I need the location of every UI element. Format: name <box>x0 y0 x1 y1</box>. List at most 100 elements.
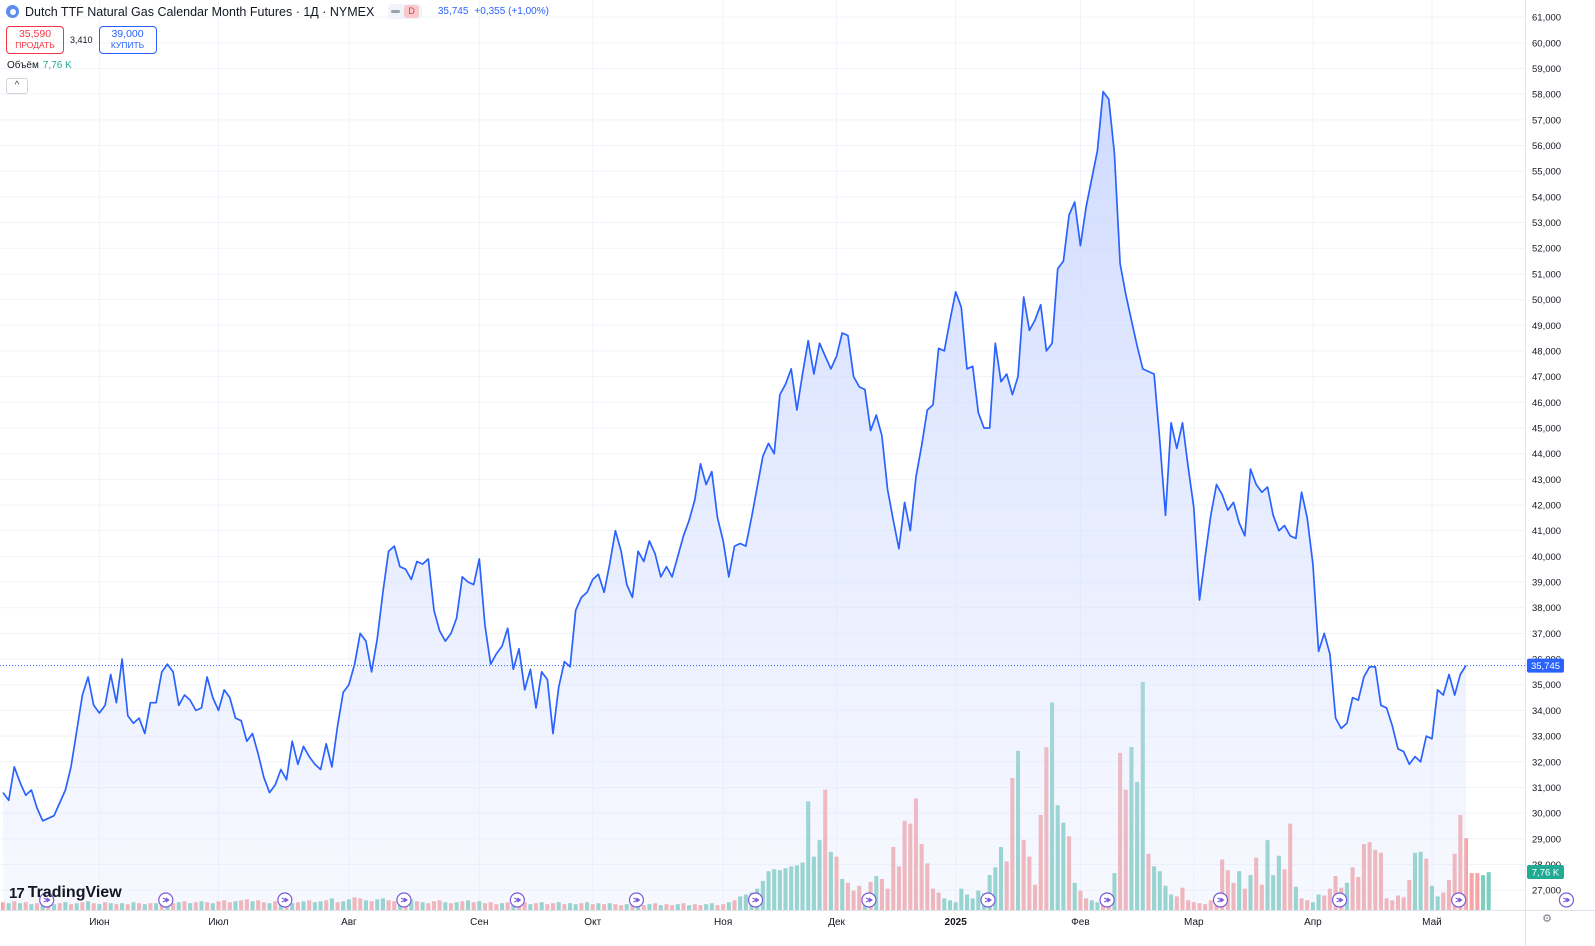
collapse-legend-button[interactable]: ^ <box>6 78 28 94</box>
x-tick-label: Авг <box>341 917 357 928</box>
x-tick-label: 2025 <box>945 917 968 928</box>
buy-price: 39,000 <box>111 28 144 40</box>
event-marker-icon <box>277 892 293 908</box>
volume-bar <box>0 902 6 910</box>
market-status[interactable]: D <box>388 4 422 19</box>
x-tick-label: Июл <box>208 917 228 928</box>
volume-legend-label: Объём <box>7 60 39 71</box>
sell-price: 35,590 <box>18 28 52 40</box>
event-marker-icon <box>158 892 174 908</box>
event-marker-icon <box>980 892 996 908</box>
legend-change: +0,355 (+1,00%) <box>474 6 549 17</box>
x-tick-label: Ноя <box>714 917 732 928</box>
tradingview-logo[interactable]: 17 TradingView <box>9 884 122 902</box>
y-tick-label: 27,000 <box>1532 886 1561 897</box>
volume-bar <box>1469 873 1474 910</box>
y-tick-label: 53,000 <box>1532 218 1561 229</box>
y-tick-label: 51,000 <box>1532 269 1561 280</box>
y-tick-label: 31,000 <box>1532 783 1561 794</box>
y-tick-label: 61,000 <box>1532 13 1561 24</box>
y-tick-label: 57,000 <box>1532 115 1561 126</box>
sell-button[interactable]: 35,590 ПРОДАТЬ <box>6 26 64 54</box>
tradingview-logo-icon: 17 <box>9 884 25 902</box>
y-tick-label: 40,000 <box>1532 552 1561 563</box>
tradingview-logo-text: TradingView <box>27 884 122 901</box>
event-marker-icon <box>1099 892 1115 908</box>
price-area <box>0 90 1525 911</box>
time-axis[interactable]: Июн Июл Авг Сен Окт Ноя Дек 2025 Фев Мар Апр Май <box>0 910 1595 929</box>
volume-bar <box>1480 875 1486 910</box>
y-tick-label: 50,000 <box>1532 295 1561 306</box>
interval-badge: D <box>404 5 419 18</box>
y-tick-label: 46,000 <box>1532 398 1561 409</box>
y-tick-label: 29,000 <box>1532 834 1561 845</box>
y-tick-label: 59,000 <box>1532 64 1561 75</box>
y-tick-label: 58,000 <box>1532 90 1561 101</box>
price-line <box>2 90 1467 822</box>
event-marker-icon <box>1212 892 1229 908</box>
minus-icon <box>391 10 401 13</box>
y-tick-label: 34,000 <box>1532 706 1561 717</box>
x-tick-label: Мар <box>1184 917 1204 928</box>
y-tick-label: 48,000 <box>1532 346 1561 357</box>
volume-bar <box>1486 872 1491 910</box>
event-marker-icon <box>747 892 764 908</box>
axis-price-labels: 35,745 7,76 K <box>1527 658 1564 879</box>
buy-button[interactable]: 39,000 КУПИТЬ <box>98 26 157 54</box>
y-tick-label: 41,000 <box>1532 526 1561 537</box>
symbol-logo-icon <box>6 5 19 18</box>
event-marker-icon <box>628 892 645 908</box>
x-tick-label: Май <box>1422 917 1442 928</box>
event-marker-icon <box>1451 892 1467 908</box>
volume-legend-value: 7,76 K <box>42 60 72 71</box>
spread-value: 3,410 <box>70 35 93 45</box>
x-tick-label: Фев <box>1071 917 1089 928</box>
y-tick-label: 47,000 <box>1532 372 1561 383</box>
y-tick-label: 55,000 <box>1532 167 1561 178</box>
event-markers[interactable] <box>39 892 1574 908</box>
y-tick-label: 44,000 <box>1532 449 1561 460</box>
volume-bar <box>1475 873 1480 910</box>
y-tick-label: 32,000 <box>1532 757 1561 768</box>
buy-label: КУПИТЬ <box>110 40 145 50</box>
price-area-fill <box>3 91 1466 911</box>
x-tick-label: Окт <box>584 917 601 928</box>
y-tick-label: 52,000 <box>1532 244 1561 255</box>
y-tick-label: 43,000 <box>1532 475 1561 486</box>
x-tick-label: Сен <box>470 917 488 928</box>
svg-text:7,76 K: 7,76 K <box>1532 868 1560 879</box>
y-tick-label: 45,000 <box>1532 423 1561 434</box>
y-tick-label: 30,000 <box>1532 809 1561 820</box>
symbol-title[interactable]: Dutch TTF Natural Gas Calendar Month Fut… <box>25 4 375 19</box>
last-price-axis-label: 35,745 <box>1527 658 1564 673</box>
event-marker-icon <box>39 892 55 908</box>
legend-last-price: 35,745 <box>437 6 469 17</box>
y-tick-label: 33,000 <box>1532 732 1561 743</box>
y-tick-label: 56,000 <box>1532 141 1561 152</box>
event-marker-icon <box>1558 892 1574 908</box>
volume-legend[interactable]: Объём 7,76 K <box>7 60 72 71</box>
trade-panel: 35,590 ПРОДАТЬ 3,410 39,000 КУПИТЬ <box>6 26 157 54</box>
y-tick-label: 37,000 <box>1532 629 1561 640</box>
svg-text:35,745: 35,745 <box>1531 661 1560 672</box>
event-marker-icon <box>509 892 525 908</box>
y-tick-label: 38,000 <box>1532 603 1561 614</box>
x-tick-label: Дек <box>828 917 845 928</box>
event-marker-icon <box>396 892 412 908</box>
chevron-up-icon: ^ <box>14 80 20 91</box>
y-tick-label: 42,000 <box>1532 501 1561 512</box>
y-tick-label: 54,000 <box>1532 192 1561 203</box>
y-tick-label: 35,000 <box>1532 680 1561 691</box>
event-marker-icon <box>861 892 877 908</box>
symbol-legend[interactable]: Dutch TTF Natural Gas Calendar Month Fut… <box>6 4 549 19</box>
event-marker-icon <box>1331 892 1348 908</box>
x-tick-label: Апр <box>1304 917 1322 928</box>
gear-icon[interactable]: ⚙ <box>1542 913 1552 925</box>
sell-label: ПРОДАТЬ <box>15 40 55 50</box>
last-volume-axis-label: 7,76 K <box>1527 865 1564 879</box>
y-tick-label: 49,000 <box>1532 321 1561 332</box>
x-tick-label: Июн <box>89 917 109 928</box>
y-tick-label: 60,000 <box>1532 38 1561 49</box>
price-axis[interactable]: 27,00028,00029,00030,00031,00032,00033,0… <box>1525 0 1562 946</box>
